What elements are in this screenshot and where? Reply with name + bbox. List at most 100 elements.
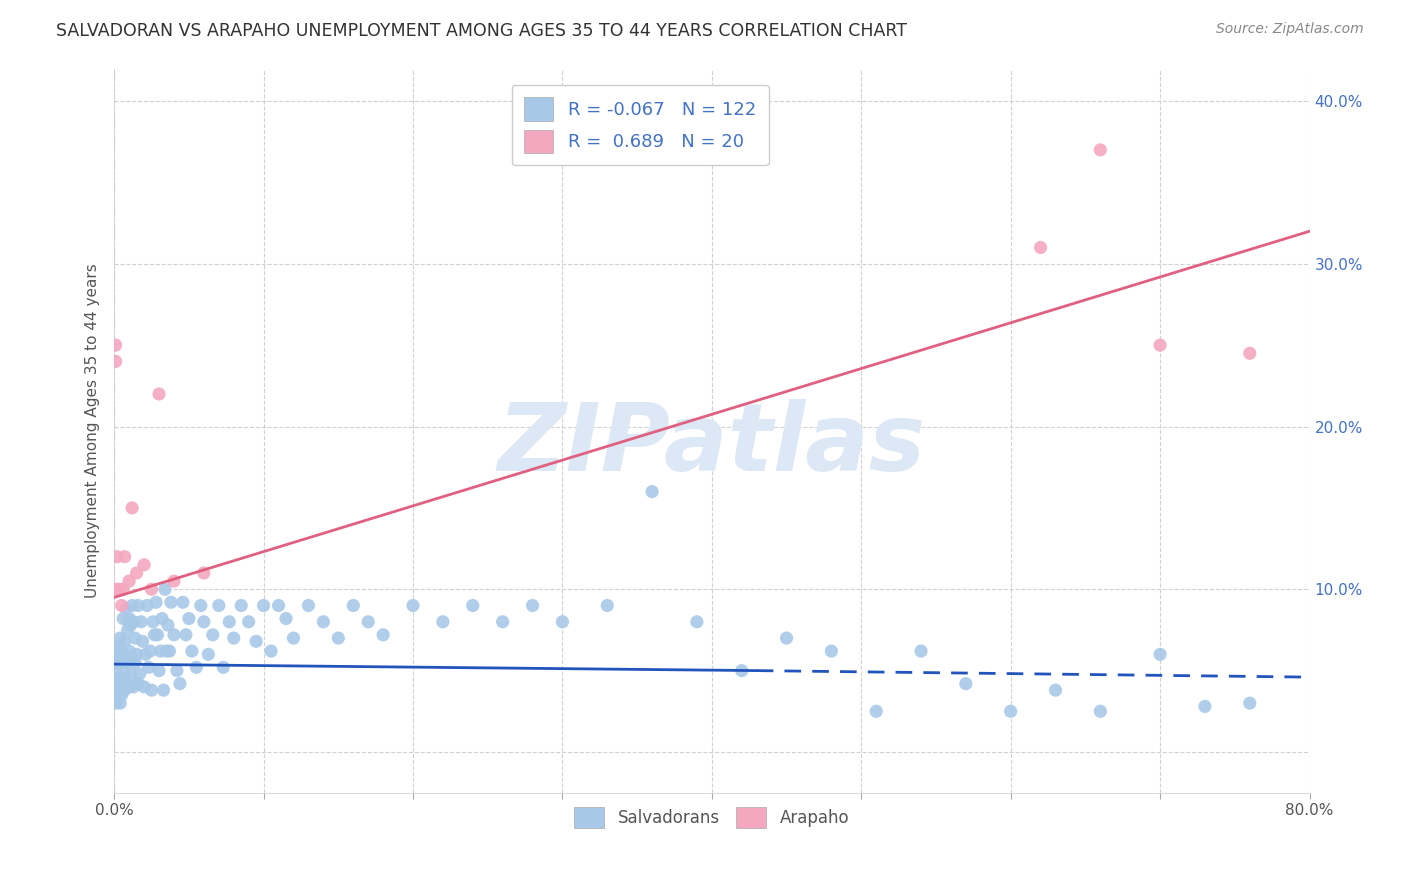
Point <box>136 599 159 613</box>
Point <box>121 500 143 515</box>
Point <box>865 704 887 718</box>
Point <box>132 680 155 694</box>
Point <box>492 615 515 629</box>
Point <box>107 648 129 662</box>
Point <box>238 615 260 629</box>
Point <box>104 648 127 662</box>
Point <box>328 631 350 645</box>
Point <box>108 680 131 694</box>
Point <box>105 549 128 564</box>
Point <box>1000 704 1022 718</box>
Point <box>114 683 136 698</box>
Point <box>104 338 127 352</box>
Point <box>1239 346 1261 360</box>
Point <box>105 639 128 653</box>
Text: ZIPatlas: ZIPatlas <box>498 399 927 491</box>
Point <box>186 660 208 674</box>
Point <box>111 656 134 670</box>
Point <box>1090 704 1112 718</box>
Point <box>108 648 131 662</box>
Point <box>218 615 240 629</box>
Y-axis label: Unemployment Among Ages 35 to 44 years: Unemployment Among Ages 35 to 44 years <box>86 263 100 598</box>
Point <box>163 574 186 588</box>
Point <box>125 566 148 580</box>
Point <box>149 644 172 658</box>
Point <box>112 611 135 625</box>
Point <box>820 644 842 658</box>
Point <box>1045 683 1067 698</box>
Point <box>121 650 143 665</box>
Point <box>955 676 977 690</box>
Point <box>118 611 141 625</box>
Point <box>111 648 134 662</box>
Point <box>118 644 141 658</box>
Point <box>1239 696 1261 710</box>
Point <box>1149 338 1171 352</box>
Point <box>104 582 127 597</box>
Point <box>1149 648 1171 662</box>
Point <box>731 664 754 678</box>
Point <box>142 615 165 629</box>
Point <box>111 599 134 613</box>
Point <box>190 599 212 613</box>
Point <box>193 615 215 629</box>
Point <box>104 656 127 670</box>
Point <box>163 628 186 642</box>
Point <box>121 599 143 613</box>
Point <box>432 615 454 629</box>
Point <box>108 631 131 645</box>
Legend: Salvadorans, Arapaho: Salvadorans, Arapaho <box>568 800 856 835</box>
Point <box>107 688 129 702</box>
Point <box>114 634 136 648</box>
Point <box>152 683 174 698</box>
Point <box>125 648 148 662</box>
Point <box>373 628 395 642</box>
Point <box>245 634 267 648</box>
Point <box>551 615 574 629</box>
Point <box>143 628 166 642</box>
Point <box>596 599 619 613</box>
Point <box>129 615 152 629</box>
Point <box>297 599 319 613</box>
Point <box>180 644 202 658</box>
Point <box>122 615 145 629</box>
Point <box>138 660 160 674</box>
Point <box>212 660 235 674</box>
Point <box>122 680 145 694</box>
Point <box>1029 240 1052 254</box>
Point <box>108 696 131 710</box>
Point <box>201 628 224 642</box>
Point <box>146 628 169 642</box>
Point <box>267 599 290 613</box>
Point <box>105 688 128 702</box>
Point <box>114 666 136 681</box>
Point <box>105 656 128 670</box>
Point <box>274 611 297 625</box>
Point <box>1194 699 1216 714</box>
Point <box>193 566 215 580</box>
Point <box>775 631 797 645</box>
Point <box>159 644 181 658</box>
Text: SALVADORAN VS ARAPAHO UNEMPLOYMENT AMONG AGES 35 TO 44 YEARS CORRELATION CHART: SALVADORAN VS ARAPAHO UNEMPLOYMENT AMONG… <box>56 22 907 40</box>
Point <box>124 631 146 645</box>
Point <box>402 599 425 613</box>
Point <box>145 595 167 609</box>
Point <box>118 574 141 588</box>
Point <box>114 549 136 564</box>
Point <box>208 599 231 613</box>
Point <box>111 688 134 702</box>
Point <box>148 664 170 678</box>
Point <box>312 615 335 629</box>
Point <box>117 623 139 637</box>
Point <box>222 631 245 645</box>
Point <box>111 676 134 690</box>
Point <box>910 644 932 658</box>
Point <box>155 644 177 658</box>
Point <box>177 611 200 625</box>
Point <box>166 664 188 678</box>
Point <box>115 601 138 615</box>
Point <box>107 639 129 653</box>
Point <box>135 648 157 662</box>
Point <box>141 683 163 698</box>
Point <box>172 595 194 609</box>
